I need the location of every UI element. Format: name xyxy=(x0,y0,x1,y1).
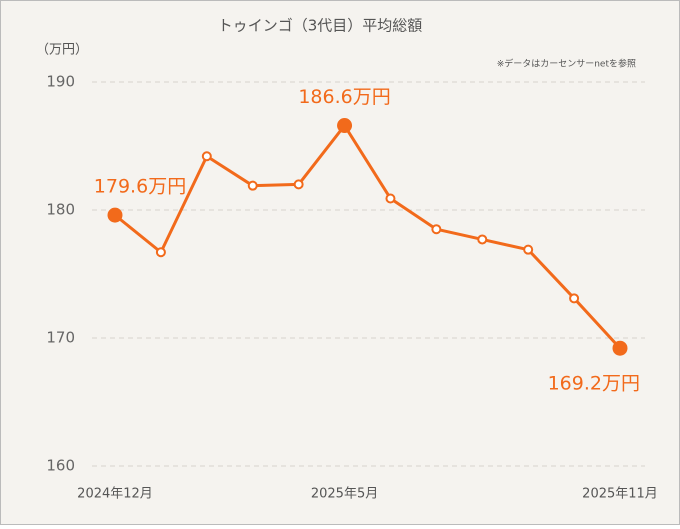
y-tick-label: 160 xyxy=(46,457,75,475)
point xyxy=(385,193,396,204)
y-tick-label: 190 xyxy=(46,73,75,91)
point xyxy=(293,179,304,190)
data-label: 186.6万円 xyxy=(298,86,390,108)
chart-title: トゥインゴ（3代目）平均総額 xyxy=(218,17,423,35)
x-tick-label: 2024年12月 xyxy=(77,487,153,502)
point xyxy=(523,244,534,255)
point xyxy=(431,224,442,235)
point xyxy=(107,207,123,223)
line xyxy=(114,124,622,350)
note: ※データはカーセンサーnetを参照 xyxy=(497,58,636,70)
point xyxy=(569,293,580,304)
data-label: 169.2万円 xyxy=(548,373,640,395)
point xyxy=(477,234,488,245)
point xyxy=(201,151,212,162)
data-label: 179.6万円 xyxy=(94,176,186,198)
y-tick-label: 180 xyxy=(46,201,75,219)
point xyxy=(247,180,258,191)
point xyxy=(155,247,166,258)
x-tick-label: 2025年5月 xyxy=(311,487,378,502)
y-tick-label: 170 xyxy=(46,329,75,347)
y-axis-label: （万円） xyxy=(36,43,88,58)
point xyxy=(337,118,353,134)
point xyxy=(612,340,628,356)
x-tick-label: 2025年11月 xyxy=(582,487,658,502)
